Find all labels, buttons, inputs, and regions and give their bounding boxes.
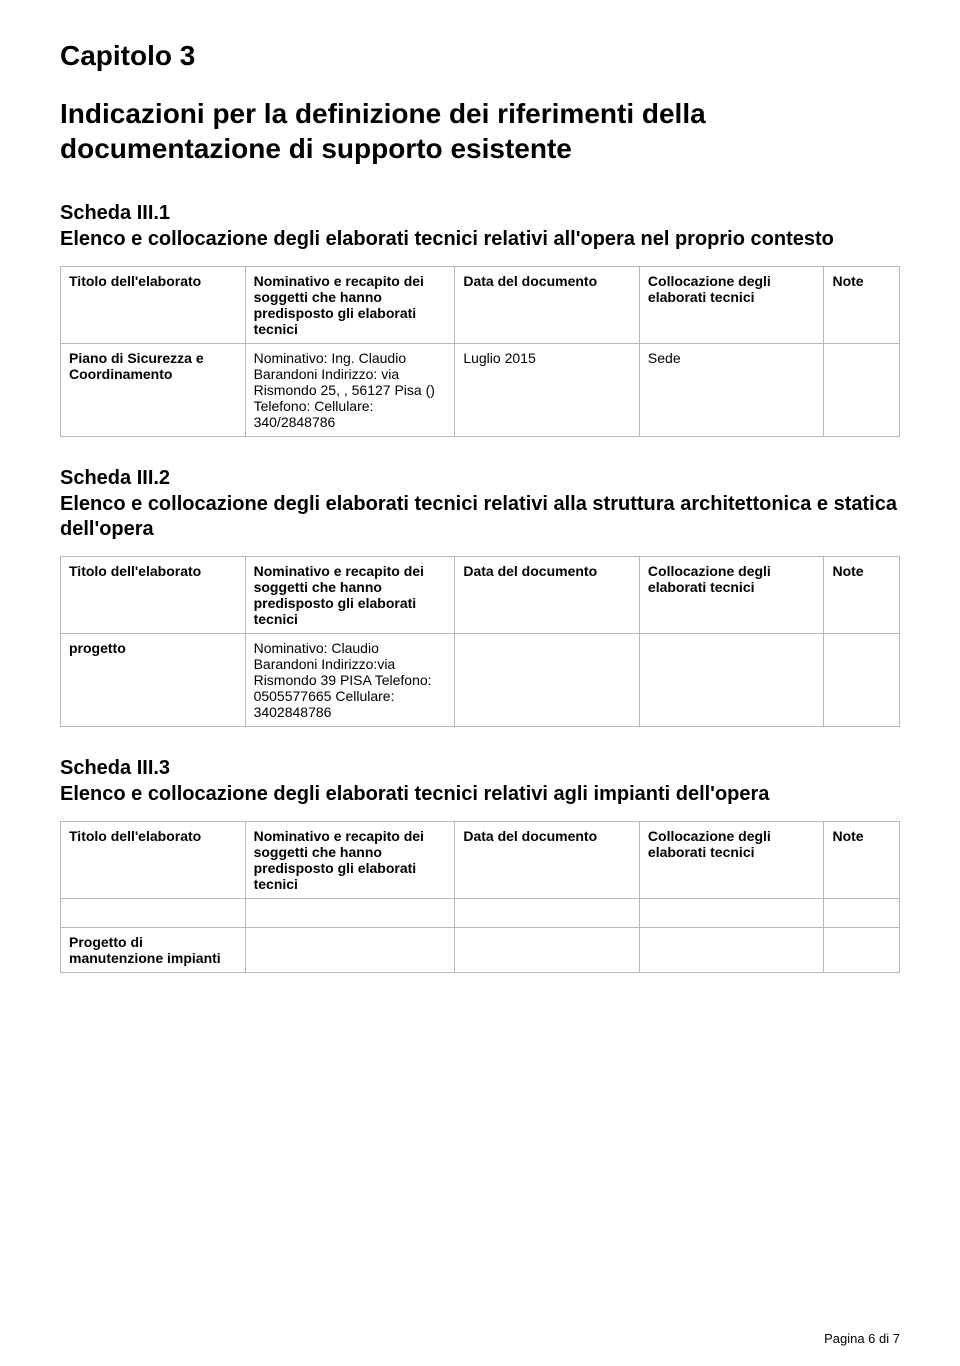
cell-data (455, 928, 640, 973)
table-row: Progetto di manutenzione impianti (61, 928, 900, 973)
cell-titolo: Progetto di manutenzione impianti (61, 928, 246, 973)
cell-titolo-text: Piano di Sicurezza e Coordinamento (69, 350, 204, 382)
cell-empty (639, 899, 824, 928)
section2-heading: Scheda III.2 (60, 467, 900, 490)
page: Capitolo 3 Indicazioni per la definizion… (0, 0, 960, 1366)
cell-titolo-text: Progetto di manutenzione impianti (69, 934, 221, 966)
section1-heading: Scheda III.1 (60, 202, 900, 225)
cell-nominativo: Nominativo: Ing. Claudio Barandoni Indir… (245, 344, 455, 437)
col-header-titolo: Titolo dell'elaborato (61, 822, 246, 899)
col-header-titolo: Titolo dell'elaborato (61, 267, 246, 344)
col-header-collocazione: Collocazione degli elaborati tecnici (639, 267, 824, 344)
col-header-note: Note (824, 822, 900, 899)
cell-collocazione: Sede (639, 344, 824, 437)
col-header-data: Data del documento (455, 822, 640, 899)
cell-note (824, 634, 900, 727)
section2-subheading: Elenco e collocazione degli elaborati te… (60, 492, 900, 542)
table-row: Piano di Sicurezza e Coordinamento Nomin… (61, 344, 900, 437)
chapter-label: Capitolo 3 (60, 40, 900, 72)
cell-titolo: Piano di Sicurezza e Coordinamento (61, 344, 246, 437)
cell-titolo: progetto (61, 634, 246, 727)
table-row: progetto Nominativo: Claudio Barandoni I… (61, 634, 900, 727)
cell-nominativo: Nominativo: Claudio Barandoni Indirizzo:… (245, 634, 455, 727)
table-header-row: Titolo dell'elaborato Nominativo e recap… (61, 267, 900, 344)
cell-note (824, 344, 900, 437)
cell-empty (61, 899, 246, 928)
table-header-row: Titolo dell'elaborato Nominativo e recap… (61, 822, 900, 899)
page-footer: Pagina 6 di 7 (824, 1331, 900, 1346)
col-header-nominativo: Nominativo e recapito dei soggetti che h… (245, 557, 455, 634)
col-header-note: Note (824, 557, 900, 634)
section3-subheading: Elenco e collocazione degli elaborati te… (60, 782, 900, 807)
section1-subheading: Elenco e collocazione degli elaborati te… (60, 227, 900, 252)
cell-titolo-text: progetto (69, 640, 126, 656)
cell-empty (824, 899, 900, 928)
col-header-collocazione: Collocazione degli elaborati tecnici (639, 557, 824, 634)
cell-data (455, 634, 640, 727)
col-header-data: Data del documento (455, 557, 640, 634)
section3-table: Titolo dell'elaborato Nominativo e recap… (60, 821, 900, 973)
col-header-nominativo: Nominativo e recapito dei soggetti che h… (245, 267, 455, 344)
table-header-row: Titolo dell'elaborato Nominativo e recap… (61, 557, 900, 634)
cell-empty (245, 899, 455, 928)
col-header-nominativo: Nominativo e recapito dei soggetti che h… (245, 822, 455, 899)
section2-table: Titolo dell'elaborato Nominativo e recap… (60, 556, 900, 727)
cell-data: Luglio 2015 (455, 344, 640, 437)
section1-table: Titolo dell'elaborato Nominativo e recap… (60, 266, 900, 437)
cell-collocazione (639, 634, 824, 727)
cell-collocazione (639, 928, 824, 973)
table-empty-row (61, 899, 900, 928)
col-header-collocazione: Collocazione degli elaborati tecnici (639, 822, 824, 899)
section3-heading: Scheda III.3 (60, 757, 900, 780)
col-header-titolo: Titolo dell'elaborato (61, 557, 246, 634)
col-header-note: Note (824, 267, 900, 344)
col-header-data: Data del documento (455, 267, 640, 344)
document-title: Indicazioni per la definizione dei rifer… (60, 96, 900, 166)
cell-nominativo (245, 928, 455, 973)
cell-note (824, 928, 900, 973)
cell-empty (455, 899, 640, 928)
